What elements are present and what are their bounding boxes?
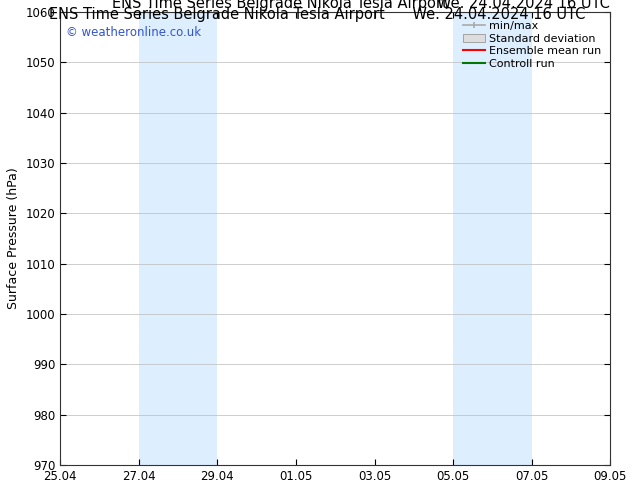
- Text: We. 24.04.2024 16 UTC: We. 24.04.2024 16 UTC: [437, 0, 611, 11]
- Text: ENS Time Series Belgrade Nikola Tesla Airport: ENS Time Series Belgrade Nikola Tesla Ai…: [112, 0, 448, 11]
- Bar: [453, 12, 532, 465]
- Text: ENS Time Series Belgrade Nikola Tesla Airport      We. 24.04.2024 16 UTC: ENS Time Series Belgrade Nikola Tesla Ai…: [49, 7, 585, 23]
- Bar: [139, 12, 217, 465]
- Legend: min/max, Standard deviation, Ensemble mean run, Controll run: min/max, Standard deviation, Ensemble me…: [459, 18, 605, 73]
- Y-axis label: Surface Pressure (hPa): Surface Pressure (hPa): [7, 168, 20, 310]
- Text: © weatheronline.co.uk: © weatheronline.co.uk: [65, 25, 201, 39]
